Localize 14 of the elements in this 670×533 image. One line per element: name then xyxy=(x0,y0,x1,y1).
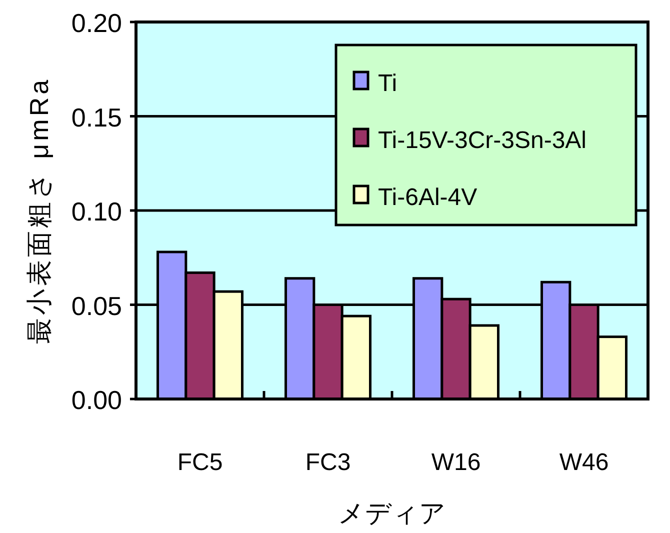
y-tick-label: 0.10 xyxy=(71,196,122,226)
legend-label: Ti-15V-3Cr-3Sn-3Al xyxy=(378,127,587,154)
y-tick-label: 0.15 xyxy=(71,102,122,132)
y-tick-label: 0.20 xyxy=(71,8,122,38)
x-tick-label: W46 xyxy=(559,449,609,476)
x-tick-label: W16 xyxy=(431,449,481,476)
x-tick-label: FC5 xyxy=(177,449,223,476)
y-tick-label: 0.05 xyxy=(71,290,122,321)
x-tick-label: FC3 xyxy=(305,449,351,476)
legend-label: Ti xyxy=(378,70,398,97)
y-tick-label: 0.00 xyxy=(71,385,122,415)
x-axis-title: メディア xyxy=(338,498,446,528)
legend-label: Ti-6Al-4V xyxy=(378,184,478,211)
y-axis-title: 最小表面粗さ μmRa xyxy=(24,76,54,344)
